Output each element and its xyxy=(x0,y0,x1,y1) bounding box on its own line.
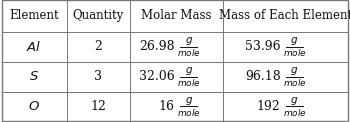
Text: Mass of Each Element: Mass of Each Element xyxy=(219,9,350,22)
Text: 12: 12 xyxy=(90,100,106,113)
Text: Element: Element xyxy=(9,9,59,22)
Text: 3: 3 xyxy=(94,70,102,83)
Text: Quantity: Quantity xyxy=(72,9,124,22)
Text: 26.98: 26.98 xyxy=(139,40,175,53)
Text: $\mathit{mole}$: $\mathit{mole}$ xyxy=(282,107,307,118)
Text: 32.06: 32.06 xyxy=(139,70,175,83)
Text: 192: 192 xyxy=(257,100,280,113)
Text: $\mathit{g}$: $\mathit{g}$ xyxy=(184,65,193,77)
Text: $\mathit{g}$: $\mathit{g}$ xyxy=(184,35,193,47)
Text: $\mathit{mole}$: $\mathit{mole}$ xyxy=(177,47,201,58)
Text: $\mathit{mole}$: $\mathit{mole}$ xyxy=(282,77,307,88)
Text: Molar Mass: Molar Mass xyxy=(141,9,212,22)
Text: $\mathit{g}$: $\mathit{g}$ xyxy=(184,95,193,107)
Text: $\mathit{mole}$: $\mathit{mole}$ xyxy=(282,47,307,58)
Text: $\mathit{mole}$: $\mathit{mole}$ xyxy=(177,77,201,88)
Text: $\mathit{g}$: $\mathit{g}$ xyxy=(290,65,299,77)
Text: 96.18: 96.18 xyxy=(245,70,280,83)
Text: $\mathit{S}$: $\mathit{S}$ xyxy=(29,70,39,83)
Text: $\mathit{g}$: $\mathit{g}$ xyxy=(290,95,299,107)
Text: 16: 16 xyxy=(159,100,175,113)
Text: $\mathit{mole}$: $\mathit{mole}$ xyxy=(177,107,201,118)
Text: 2: 2 xyxy=(94,40,102,53)
Text: $\mathit{O}$: $\mathit{O}$ xyxy=(28,100,40,113)
Text: $\mathit{g}$: $\mathit{g}$ xyxy=(290,35,299,47)
Text: 53.96: 53.96 xyxy=(245,40,280,53)
Text: $\mathit{Al}$: $\mathit{Al}$ xyxy=(27,40,42,54)
